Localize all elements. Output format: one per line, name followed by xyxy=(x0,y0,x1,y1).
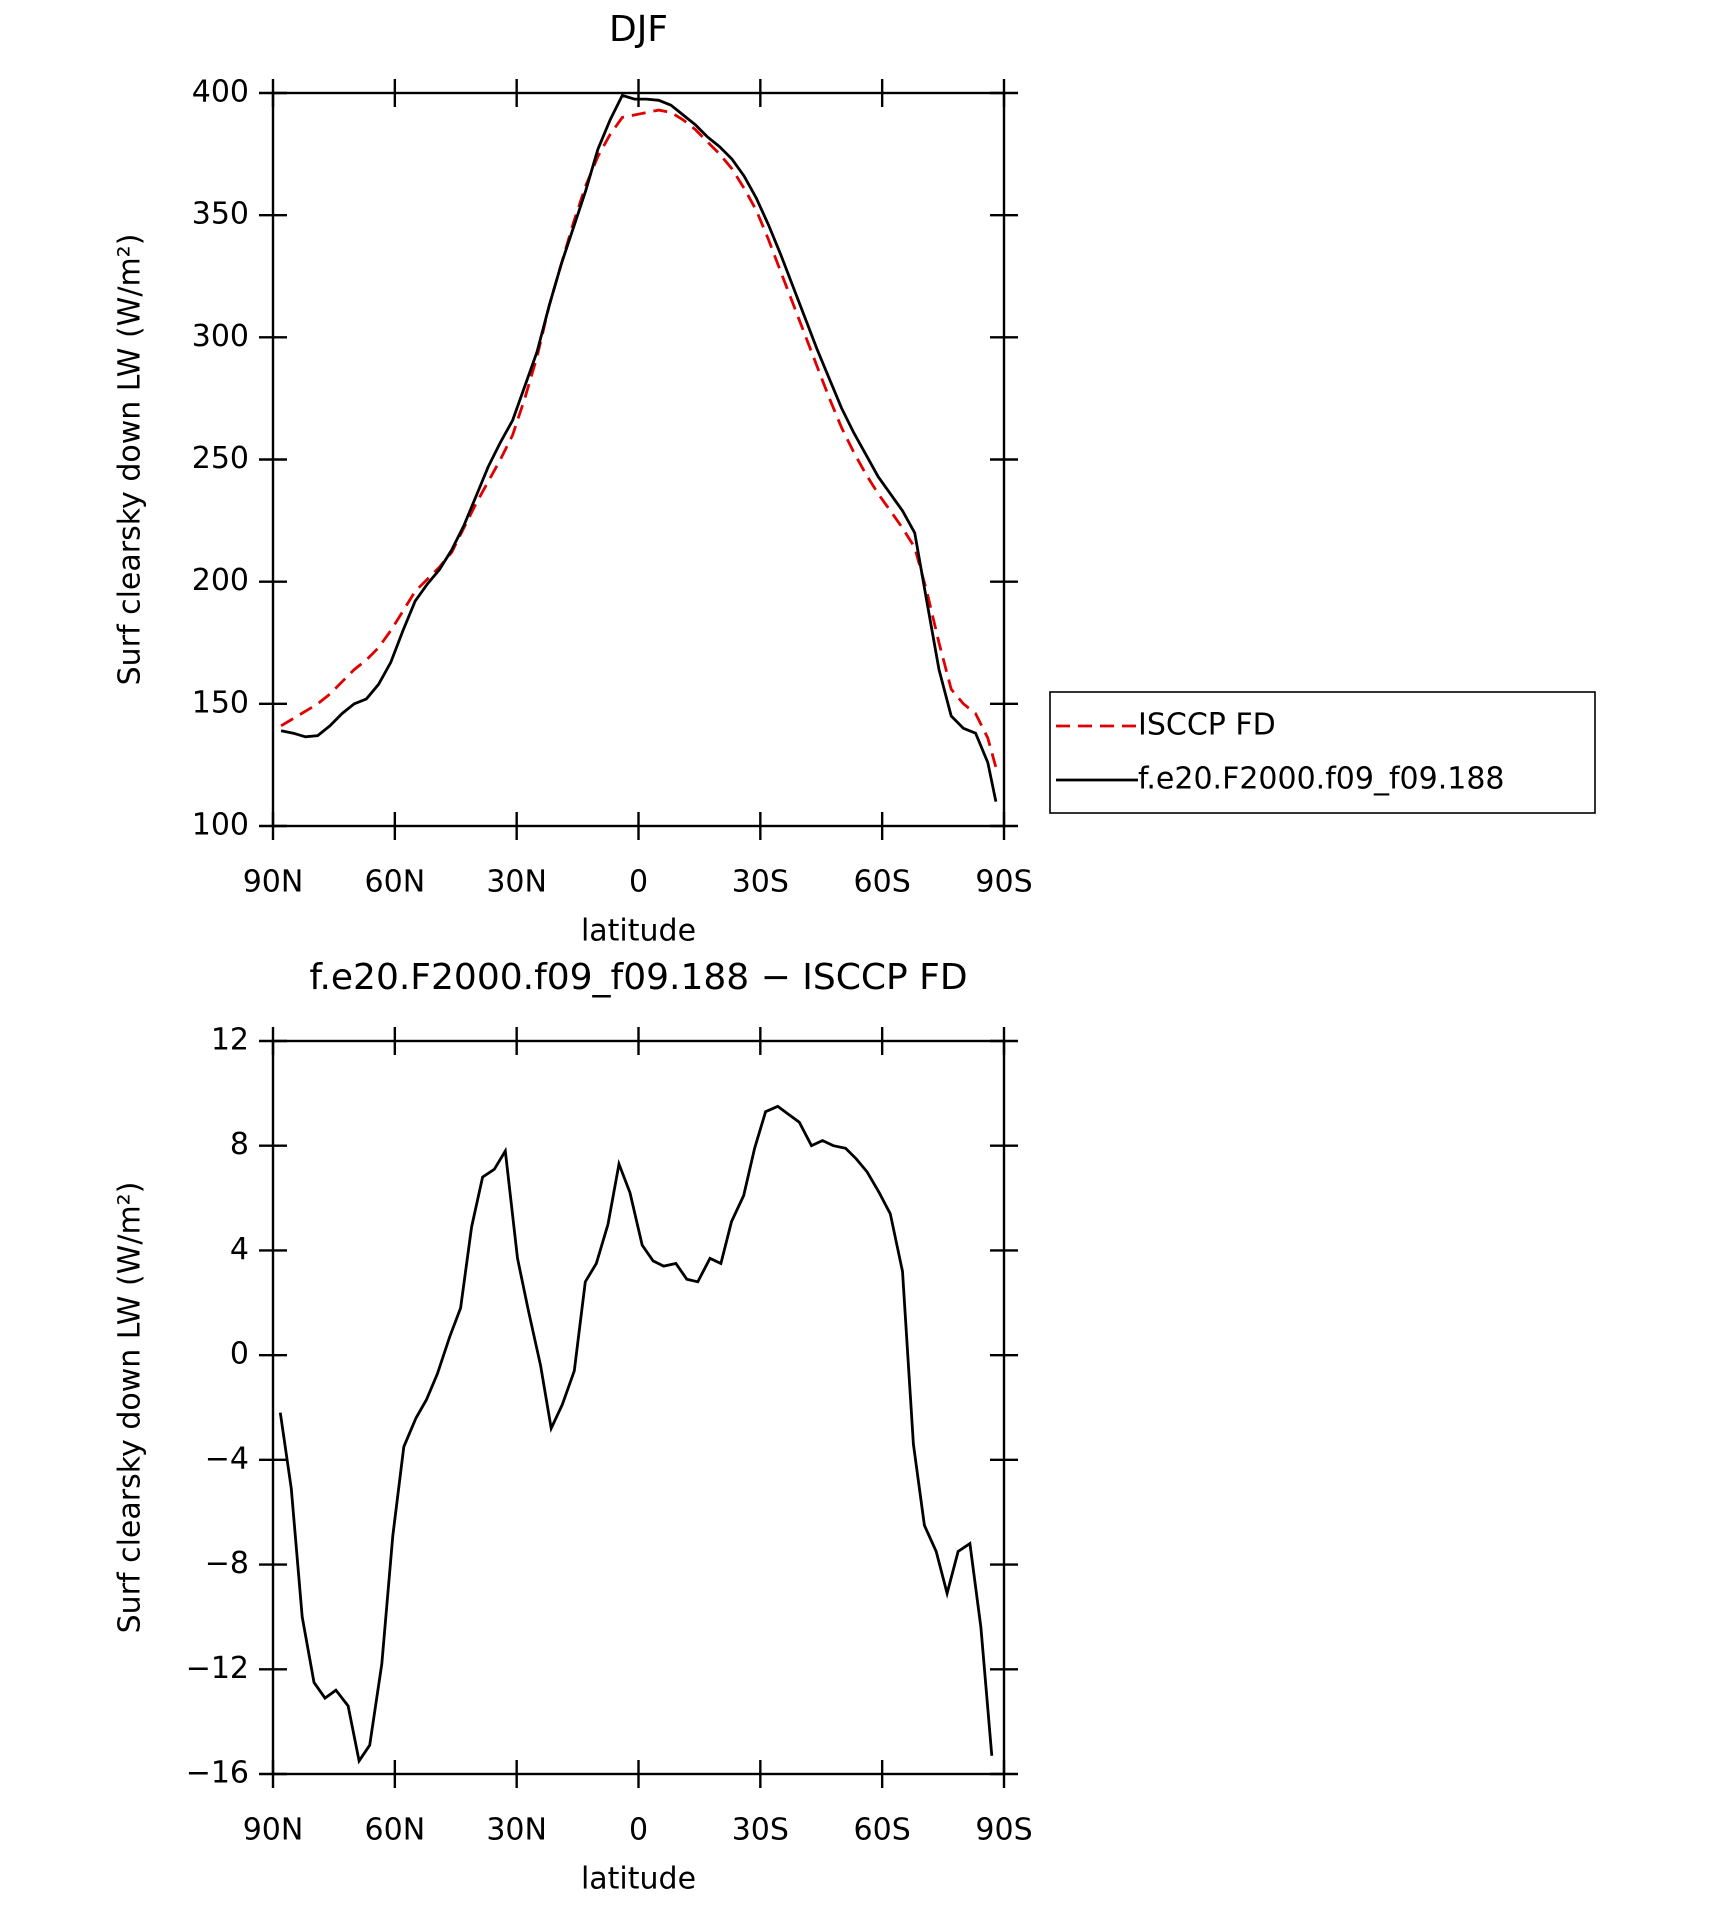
x-tick-label: 90N xyxy=(243,865,304,900)
y-tick-label: −12 xyxy=(186,1651,249,1686)
y-axis-label: Surf clearsky down LW (W/m²) xyxy=(113,234,148,686)
x-tick-label: 90S xyxy=(975,865,1032,900)
x-tick-label: 0 xyxy=(629,865,648,900)
x-tick-label: 90S xyxy=(975,1813,1032,1848)
x-tick-label: 30S xyxy=(732,1813,789,1848)
legend-box xyxy=(1049,691,1596,814)
y-tick-label: −16 xyxy=(186,1756,249,1791)
y-tick-label: 150 xyxy=(192,685,249,720)
y-tick-label: 400 xyxy=(192,75,249,110)
y-tick-label: 100 xyxy=(192,808,249,843)
y-tick-label: 8 xyxy=(230,1127,249,1162)
y-tick-label: 200 xyxy=(192,563,249,598)
y-axis-label: Surf clearsky down LW (W/m²) xyxy=(113,1182,148,1634)
legend-label: ISCCP FD xyxy=(1138,708,1276,743)
chart-title: DJF xyxy=(609,9,668,50)
y-tick-label: 300 xyxy=(192,319,249,354)
x-tick-label: 60N xyxy=(365,1813,426,1848)
chart-title: f.e20.F2000.f09_f09.188 − ISCCP FD xyxy=(309,957,967,998)
y-tick-label: 4 xyxy=(230,1232,249,1267)
x-axis-label: latitude xyxy=(581,914,696,949)
x-tick-label: 60S xyxy=(854,1813,911,1848)
data-line xyxy=(280,93,998,802)
legend-label: f.e20.F2000.f09_f09.188 xyxy=(1138,762,1505,797)
y-tick-label: 12 xyxy=(211,1023,249,1058)
x-tick-label: 60S xyxy=(854,865,911,900)
y-tick-label: −8 xyxy=(205,1546,249,1581)
x-tick-label: 30N xyxy=(486,1813,547,1848)
x-tick-label: 0 xyxy=(629,1813,648,1848)
x-tick-label: 30N xyxy=(486,865,547,900)
y-tick-label: −4 xyxy=(205,1441,249,1476)
data-line xyxy=(278,1104,994,1765)
y-tick-label: 250 xyxy=(192,441,249,476)
x-tick-label: 90N xyxy=(243,1813,304,1848)
y-tick-label: 0 xyxy=(230,1337,249,1372)
x-axis-label: latitude xyxy=(581,1862,696,1897)
data-line xyxy=(280,108,998,768)
x-tick-label: 30S xyxy=(732,865,789,900)
x-tick-label: 60N xyxy=(365,865,426,900)
y-tick-label: 350 xyxy=(192,197,249,232)
